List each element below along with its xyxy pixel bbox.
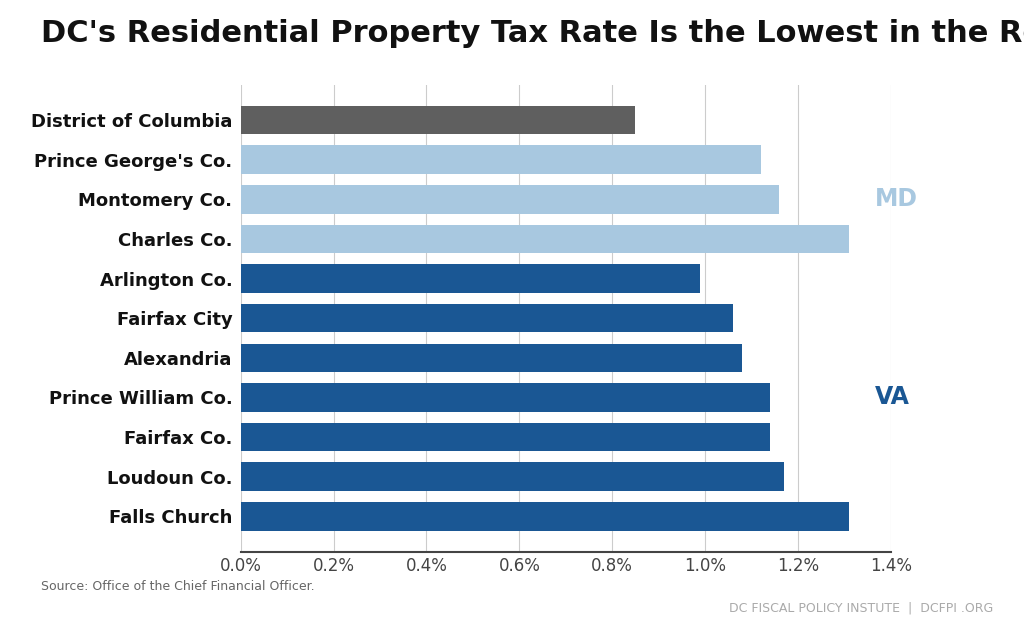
Text: DC FISCAL POLICY INSTUTE  |  DCFPI .ORG: DC FISCAL POLICY INSTUTE | DCFPI .ORG [729, 601, 993, 614]
Text: DC's Residential Property Tax Rate Is the Lowest in the Region: DC's Residential Property Tax Rate Is th… [41, 19, 1024, 48]
Text: VA: VA [874, 386, 909, 409]
Bar [241, 502, 849, 530]
Bar [241, 265, 700, 293]
Bar [241, 304, 733, 332]
Bar [241, 344, 742, 372]
Text: MD: MD [874, 187, 918, 211]
Text: Source: Office of the Chief Financial Officer.: Source: Office of the Chief Financial Of… [41, 579, 314, 593]
Bar [241, 224, 849, 253]
Bar [241, 106, 636, 134]
Bar [241, 423, 770, 451]
Bar [241, 145, 761, 174]
Bar [241, 185, 779, 214]
Bar [241, 462, 784, 491]
Bar [241, 383, 770, 412]
